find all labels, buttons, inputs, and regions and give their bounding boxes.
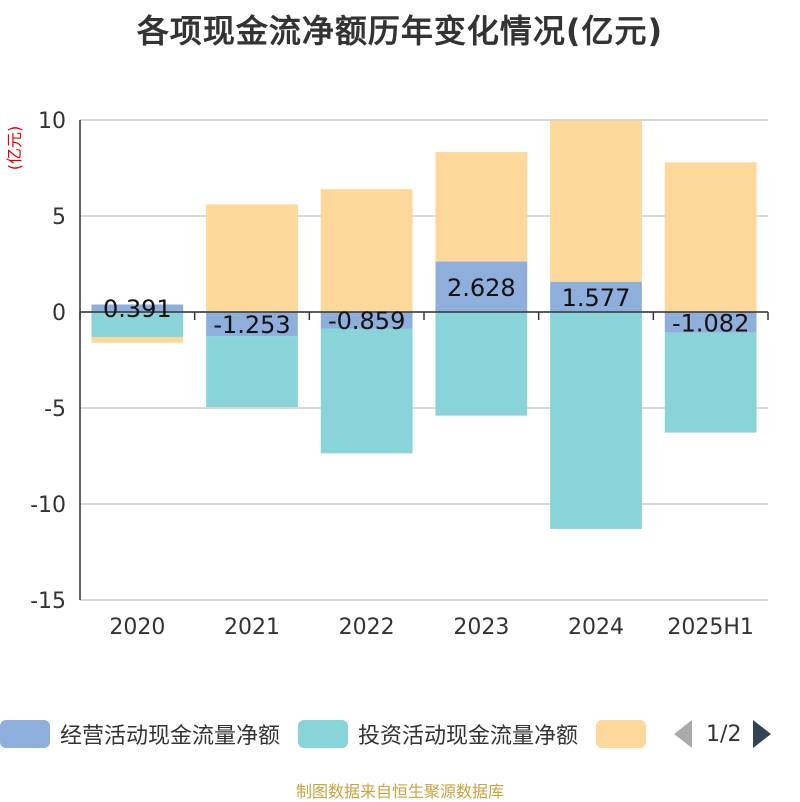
legend-item-investing[interactable]: 投资活动现金流量净额 — [298, 718, 578, 750]
x-tick-label: 2023 — [453, 615, 509, 640]
bar-series-0 — [206, 312, 298, 337]
y-tick-label: 10 — [38, 109, 66, 134]
data-label: -0.859 — [328, 307, 405, 335]
legend-item-third[interactable] — [596, 720, 656, 748]
data-label: -1.082 — [672, 309, 749, 337]
bar-series-2 — [320, 189, 413, 312]
y-tick-label: -10 — [30, 493, 66, 518]
data-label: 0.391 — [103, 295, 172, 323]
data-label: 2.628 — [447, 274, 516, 302]
source-note: 制图数据来自恒生聚源数据库 — [295, 782, 504, 801]
y-tick-label: 5 — [52, 205, 66, 230]
x-tick-label: 2025H1 — [667, 615, 754, 640]
bar-series-2 — [664, 162, 757, 312]
bar-series-0 — [320, 312, 413, 329]
bar-series-0 — [550, 281, 642, 312]
bar-series-1 — [206, 336, 298, 408]
y-tick-label: -5 — [44, 397, 66, 422]
bar-series-1 — [91, 312, 184, 337]
bar-series-1 — [664, 332, 757, 433]
bar-series-0 — [664, 312, 757, 333]
data-label: 1.577 — [562, 284, 631, 312]
bar-series-2 — [435, 152, 528, 262]
x-tick-label: 2022 — [339, 615, 395, 640]
y-tick-label: -15 — [30, 589, 66, 614]
y-tick-label: 0 — [52, 301, 66, 326]
bar-series-0 — [91, 304, 184, 312]
legend: 经营活动现金流量净额 投资活动现金流量净额 1/2 — [0, 714, 800, 754]
legend-page-indicator: 1/2 — [706, 721, 742, 747]
bar-series-0 — [435, 261, 528, 312]
legend-prev-page-icon[interactable] — [674, 720, 693, 748]
legend-swatch-investing — [298, 720, 349, 748]
x-tick-label: 2024 — [568, 615, 624, 640]
legend-swatch-operating — [0, 720, 50, 748]
chart-plot: 10 5 0 -5 -10 -15 (亿元) 0.391 -1.253 -0.859 2.628 1.… — [5, 109, 769, 640]
legend-label-operating: 经营活动现金流量净额 — [60, 724, 281, 749]
legend-swatch-third — [596, 720, 647, 748]
bar-series-2 — [550, 120, 642, 282]
x-tick-label: 2020 — [109, 615, 165, 640]
legend-pager: 1/2 — [674, 720, 772, 748]
legend-next-page-icon[interactable] — [753, 720, 772, 748]
bar-series-2 — [91, 336, 184, 343]
bar-series-1 — [435, 312, 528, 416]
bar-series-1 — [550, 312, 642, 529]
chart-title: 各项现金流净额历年变化情况(亿元) — [136, 12, 664, 50]
bar-series-1 — [320, 328, 413, 454]
bar-series-2 — [206, 204, 298, 312]
x-tick-label: 2021 — [224, 615, 280, 640]
legend-label-investing: 投资活动现金流量净额 — [358, 724, 579, 749]
y-axis-label: (亿元) — [5, 126, 24, 171]
data-label: -1.253 — [213, 311, 290, 339]
legend-item-operating[interactable]: 经营活动现金流量净额 — [0, 718, 280, 750]
